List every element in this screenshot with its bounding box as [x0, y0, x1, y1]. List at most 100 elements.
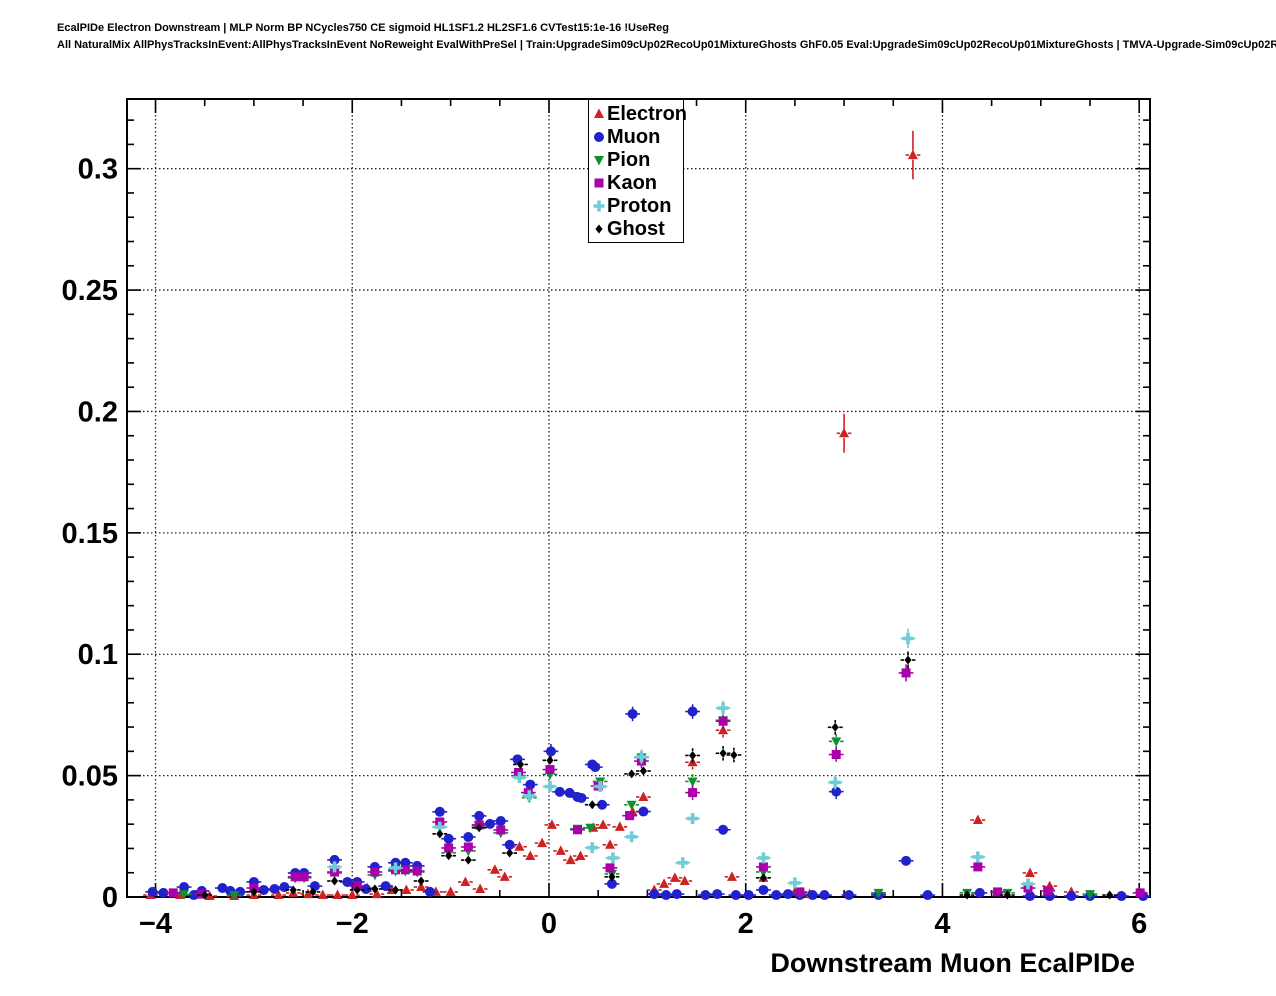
marker-circle [743, 890, 754, 901]
marker-square [795, 887, 805, 897]
x-tick-label: 0 [541, 908, 557, 940]
marker-circle [380, 881, 391, 892]
marker-plus [789, 877, 801, 889]
marker-plus [607, 852, 619, 864]
marker-diamond [588, 800, 596, 810]
marker-square [573, 825, 583, 835]
marker-triangle-up [839, 427, 850, 438]
marker-triangle-up [907, 149, 918, 160]
marker-triangle-down [626, 800, 637, 811]
x-tick-label: −2 [336, 908, 369, 940]
marker-square [463, 842, 473, 852]
marker-circle [1116, 891, 1127, 902]
legend-label: Ghost [607, 217, 665, 240]
marker-triangle-up [546, 819, 557, 829]
series-muon [145, 704, 1151, 902]
marker-circle [627, 708, 638, 719]
marker-triangle-up [332, 889, 343, 900]
series-electron [143, 130, 1079, 901]
marker-diamond [831, 722, 839, 732]
marker-circle [564, 787, 575, 798]
marker-diamond [391, 885, 400, 895]
marker-triangle-down [229, 891, 240, 901]
legend-label: Kaon [607, 171, 657, 194]
marker-circle [424, 886, 435, 897]
marker-plus [717, 702, 729, 714]
marker-square [299, 872, 309, 882]
marker-circle [901, 855, 912, 866]
marker-triangle-up [718, 724, 729, 735]
marker-triangle-up [302, 888, 313, 899]
legend-marker [593, 200, 605, 211]
marker-circle [594, 131, 604, 142]
x-tick-label: 2 [738, 908, 754, 940]
marker-circle [495, 816, 506, 827]
marker-circle [342, 876, 353, 887]
legend-item-proton: Proton [589, 195, 683, 217]
marker-diamond [759, 873, 768, 883]
marker-circle [831, 786, 842, 797]
marker-circle [771, 890, 782, 901]
marker-circle [671, 889, 682, 900]
marker-circle [1024, 891, 1035, 902]
marker-triangle-up [460, 876, 471, 886]
x-axis-title: Downstream Muon EcalPIDe [770, 948, 1135, 978]
marker-triangle-down [873, 888, 884, 899]
marker-diamond [330, 876, 339, 886]
marker-diamond [639, 766, 648, 776]
marker-triangle-up [659, 878, 670, 888]
marker-circle [147, 886, 158, 897]
marker-diamond [1106, 890, 1114, 900]
marker-diamond [595, 224, 603, 233]
marker-circle [638, 806, 649, 817]
marker-circle [712, 889, 723, 900]
marker-triangle-up [726, 871, 737, 881]
marker-circle [400, 857, 411, 868]
marker-square [993, 887, 1003, 897]
marker-square [594, 178, 604, 187]
legend-item-kaon: Kaon [589, 172, 683, 194]
marker-triangle-up [972, 814, 983, 825]
marker-circle [545, 746, 556, 757]
marker-triangle-up [317, 889, 328, 900]
marker-triangle-up [604, 839, 615, 849]
kaon-marker-icon [591, 175, 607, 191]
legend-marker [594, 178, 604, 187]
legend-label: Pion [607, 148, 651, 171]
marker-triangle-down [594, 155, 604, 165]
y-tick-label: 0.2 [78, 396, 118, 428]
marker-triangle-down [1084, 890, 1095, 900]
series-pion [176, 712, 1098, 901]
marker-triangle-up [514, 841, 525, 851]
marker-square [973, 862, 983, 872]
y-tick-label: 0.3 [78, 154, 118, 186]
proton-marker-icon [591, 198, 607, 214]
marker-triangle-up [371, 888, 382, 899]
marker-triangle-up [594, 108, 604, 118]
marker-square [496, 825, 506, 835]
x-tick-label: −4 [139, 908, 172, 940]
marker-circle [819, 890, 830, 901]
marker-plus [829, 776, 841, 788]
marker-triangle-up [499, 871, 510, 881]
marker-diamond [353, 885, 361, 895]
marker-triangle-up [638, 791, 649, 801]
marker-circle [606, 878, 617, 889]
legend-label: Electron [607, 102, 688, 125]
marker-triangle-up [555, 845, 566, 855]
marker-circle [434, 806, 445, 817]
legend-marker [594, 108, 604, 118]
marker-square [545, 765, 555, 775]
marker-plus [626, 831, 638, 843]
marker-circle [188, 890, 199, 901]
series-proton [327, 628, 1036, 890]
marker-square [1043, 886, 1053, 896]
marker-triangle-down [585, 823, 596, 834]
marker-plus [593, 200, 605, 211]
marker-plus [687, 813, 699, 825]
y-tick-label: 0.25 [62, 275, 118, 307]
marker-circle [700, 890, 711, 901]
marker-diamond [417, 876, 425, 886]
marker-square [197, 889, 207, 899]
